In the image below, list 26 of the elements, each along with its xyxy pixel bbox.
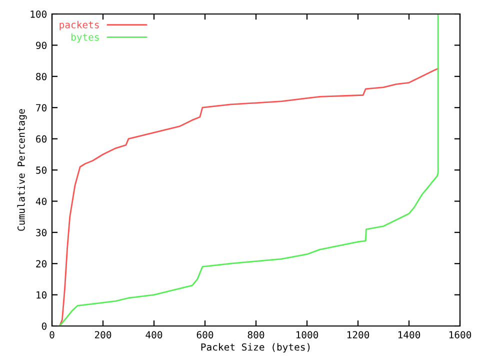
x-tick-label: 0 — [50, 331, 54, 338]
x-tick-label: 600 — [196, 331, 214, 338]
y-tick-label: 60 — [36, 135, 47, 143]
x-tick-label: 200 — [94, 331, 112, 338]
y-tick-label: 30 — [36, 228, 47, 236]
y-tick-label: 40 — [36, 198, 47, 206]
y-tick-label: 10 — [36, 291, 47, 299]
legend-label: bytes — [71, 33, 99, 43]
y-tick-label: 100 — [30, 10, 47, 18]
x-tick-label: 1200 — [347, 331, 370, 338]
line-series — [58, 68, 439, 326]
y-tick-label: 80 — [36, 72, 47, 80]
y-tick-label: 70 — [36, 104, 47, 112]
x-tick-label: 1400 — [398, 331, 420, 338]
x-tick-label: 1000 — [296, 331, 318, 338]
y-axis-title: Cumulative Percentage — [17, 109, 27, 231]
line-series — [58, 14, 439, 326]
y-tick-label: 0 — [42, 322, 47, 330]
y-tick-label: 20 — [36, 260, 47, 268]
x-tick-label: 1600 — [449, 331, 472, 338]
x-tick-label: 400 — [146, 331, 162, 338]
x-axis-title: Packet Size (bytes) — [201, 343, 310, 353]
y-tick-label: 50 — [36, 166, 47, 174]
x-tick-label: 800 — [248, 331, 264, 338]
legend-label: packets — [60, 20, 99, 30]
y-tick-label: 90 — [36, 42, 47, 50]
